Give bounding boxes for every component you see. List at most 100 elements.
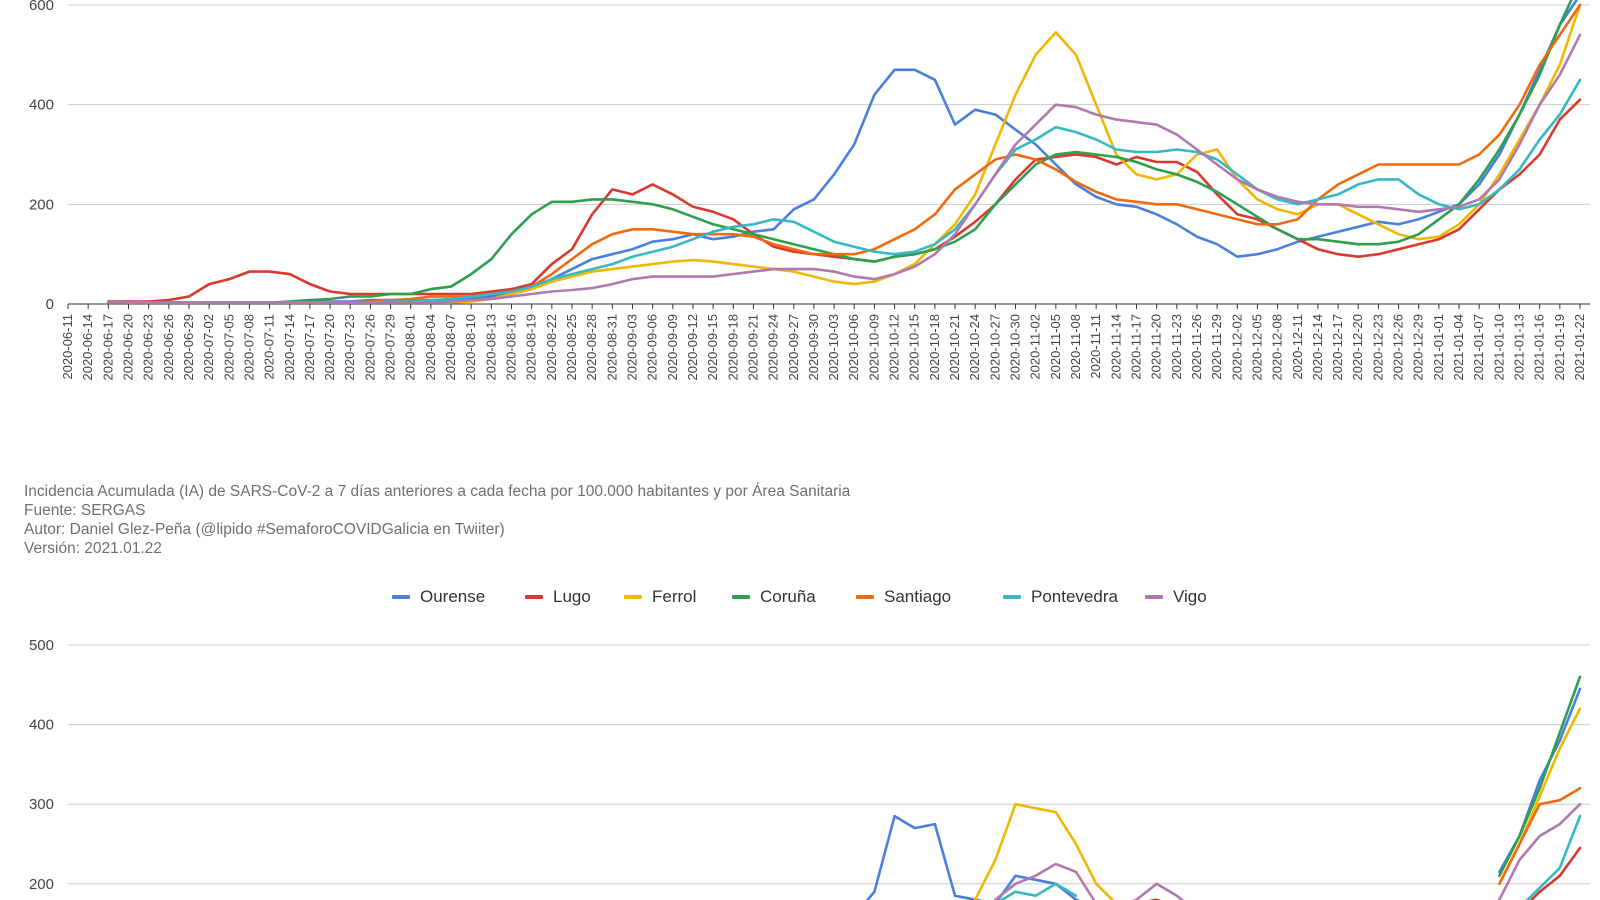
series-line-vigo — [994, 802, 1582, 900]
x-tick-label: 2020-11-08 — [1068, 314, 1083, 380]
x-tick-label: 2020-09-09 — [665, 314, 680, 381]
series-line-coruña — [107, 0, 1573, 304]
legend-label: Santiago — [884, 587, 952, 606]
x-tick-label: 2020-11-02 — [1028, 314, 1043, 380]
x-tick-label: 2020-07-05 — [221, 314, 236, 381]
x-tick-label: 2020-07-29 — [383, 314, 398, 381]
x-tick-label: 2020-11-23 — [1169, 314, 1184, 380]
x-tick-label: 2020-06-14 — [80, 314, 95, 381]
x-tick-label: 2020-12-02 — [1229, 314, 1244, 381]
x-tick-label: 2020-07-14 — [282, 314, 297, 381]
legend-swatch — [732, 595, 750, 599]
legend-label: Ferrol — [652, 587, 697, 606]
legend-swatch — [1003, 595, 1021, 599]
legend-item: Lugo — [525, 587, 591, 607]
series-line-vigo — [107, 33, 1582, 304]
series-line-lugo — [1148, 846, 1582, 900]
caption-source: Fuente: SERGAS — [24, 502, 146, 519]
x-tick-label: 2020-12-08 — [1270, 314, 1285, 381]
x-tick-label: 2020-07-17 — [302, 314, 317, 381]
y-tick-label: 200 — [29, 876, 54, 893]
legend-swatch — [856, 595, 874, 599]
x-tick-label: 2020-11-11 — [1088, 314, 1103, 379]
legend-label: Lugo — [553, 587, 591, 606]
x-tick-label: 2020-09-03 — [624, 314, 639, 381]
series-line-santiago — [1498, 787, 1582, 886]
x-tick-label: 2020-08-31 — [604, 314, 619, 381]
x-tick-label: 2020-07-08 — [241, 314, 256, 381]
x-tick-label: 2020-08-04 — [423, 314, 438, 381]
x-tick-label: 2020-06-29 — [181, 314, 196, 381]
legend-item: Santiago — [856, 587, 951, 607]
x-tick-label: 2020-06-26 — [161, 314, 176, 381]
x-tick-label: 2020-06-17 — [100, 314, 115, 381]
x-tick-label: 2021-01-01 — [1431, 314, 1446, 381]
x-tick-label: 2021-01-19 — [1552, 314, 1567, 381]
x-tick-label: 2020-08-10 — [463, 314, 478, 381]
chart-top: 0 200 400 600 2020-06-11 2020-06-14 2020-06-17… — [29, 0, 1590, 381]
y-tick-label: 300 — [29, 796, 54, 813]
x-tick-label: 2020-12-23 — [1370, 314, 1385, 381]
x-tick-label: 2020-08-28 — [584, 314, 599, 381]
x-tick-label: 2020-09-30 — [806, 314, 821, 381]
x-tick-label: 2020-10-03 — [826, 314, 841, 381]
series-line-coruña — [1498, 675, 1582, 878]
caption-version: Versión: 2021.01.22 — [24, 540, 162, 557]
legend-label: Ourense — [420, 587, 486, 606]
x-tick-label: 2020-10-12 — [887, 314, 902, 381]
legend-item: Ferrol — [624, 587, 696, 607]
caption-title: Incidencia Acumulada (IA) de SARS-CoV-2 … — [24, 483, 851, 500]
x-tick-label: 2020-11-29 — [1209, 314, 1224, 380]
legend-label: Vigo — [1173, 587, 1207, 606]
x-tick-label: 2020-08-19 — [524, 314, 539, 381]
series-line-pontevedra — [107, 78, 1582, 304]
x-tick-label: 2020-10-09 — [866, 314, 881, 381]
y-tick-label: 400 — [29, 717, 54, 734]
x-tick-label: 2020-10-06 — [846, 314, 861, 381]
y-tick-label: 200 — [29, 196, 54, 213]
x-tick-label: 2020-09-12 — [685, 314, 700, 381]
x-tick-label: 2020-12-26 — [1391, 314, 1406, 381]
x-tick-label: 2020-08-16 — [504, 314, 519, 381]
chart-legend: Ourense Lugo Ferrol Coruña Santiago Pontevedr… — [0, 587, 1600, 609]
x-tick-label: 2020-11-17 — [1128, 314, 1143, 380]
x-tick-label: 2020-07-11 — [262, 314, 277, 380]
series-line-lugo — [107, 98, 1582, 303]
x-tick-label: 2020-11-20 — [1149, 314, 1164, 380]
y-tick-label: 400 — [29, 97, 54, 114]
x-tick-label: 2020-08-13 — [483, 314, 498, 381]
x-tick-label: 2020-07-23 — [342, 314, 357, 381]
x-tick-label: 2020-07-20 — [322, 314, 337, 381]
series-line-pontevedra — [999, 814, 1582, 900]
x-tick-label: 2020-10-15 — [907, 314, 922, 381]
legend-item: Vigo — [1145, 587, 1207, 607]
x-tick-label: 2021-01-07 — [1471, 314, 1486, 381]
x-tick-label: 2021-01-16 — [1532, 314, 1547, 381]
legend-item: Ourense — [392, 587, 485, 607]
x-tick-label: 2020-12-29 — [1411, 314, 1426, 381]
x-tick-label: 2020-11-05 — [1048, 314, 1063, 380]
x-tick-label: 2020-09-24 — [766, 314, 781, 381]
x-tick-label: 2020-10-18 — [927, 314, 942, 381]
x-tick-label: 2020-10-30 — [1008, 314, 1023, 381]
legend-swatch — [624, 595, 642, 599]
series-line-ourense — [865, 687, 1582, 900]
chart-bottom: 200 300 400 500 — [29, 637, 1590, 900]
legend-item: Pontevedra — [1003, 587, 1118, 607]
x-tick-label: 2020-12-17 — [1330, 314, 1345, 381]
x-tick-label: 2020-10-24 — [967, 314, 982, 381]
x-tick-label: 2021-01-13 — [1512, 314, 1527, 381]
x-tick-label: 2020-07-02 — [201, 314, 216, 381]
legend-swatch — [392, 595, 410, 599]
x-tick-label: 2020-08-25 — [564, 314, 579, 381]
x-tick-label: 2020-09-06 — [645, 314, 660, 381]
x-tick-label: 2020-07-26 — [362, 314, 377, 381]
x-tick-label: 2020-08-01 — [403, 314, 418, 381]
x-tick-label: 2020-08-22 — [544, 314, 559, 381]
legend-label: Pontevedra — [1031, 587, 1118, 606]
legend-label: Coruña — [760, 587, 816, 606]
x-tick-label: 2020-06-20 — [120, 314, 135, 381]
x-tick-label: 2020-12-05 — [1249, 314, 1264, 381]
x-tick-label: 2020-09-15 — [705, 314, 720, 381]
x-tick-label: 2021-01-04 — [1451, 314, 1466, 381]
